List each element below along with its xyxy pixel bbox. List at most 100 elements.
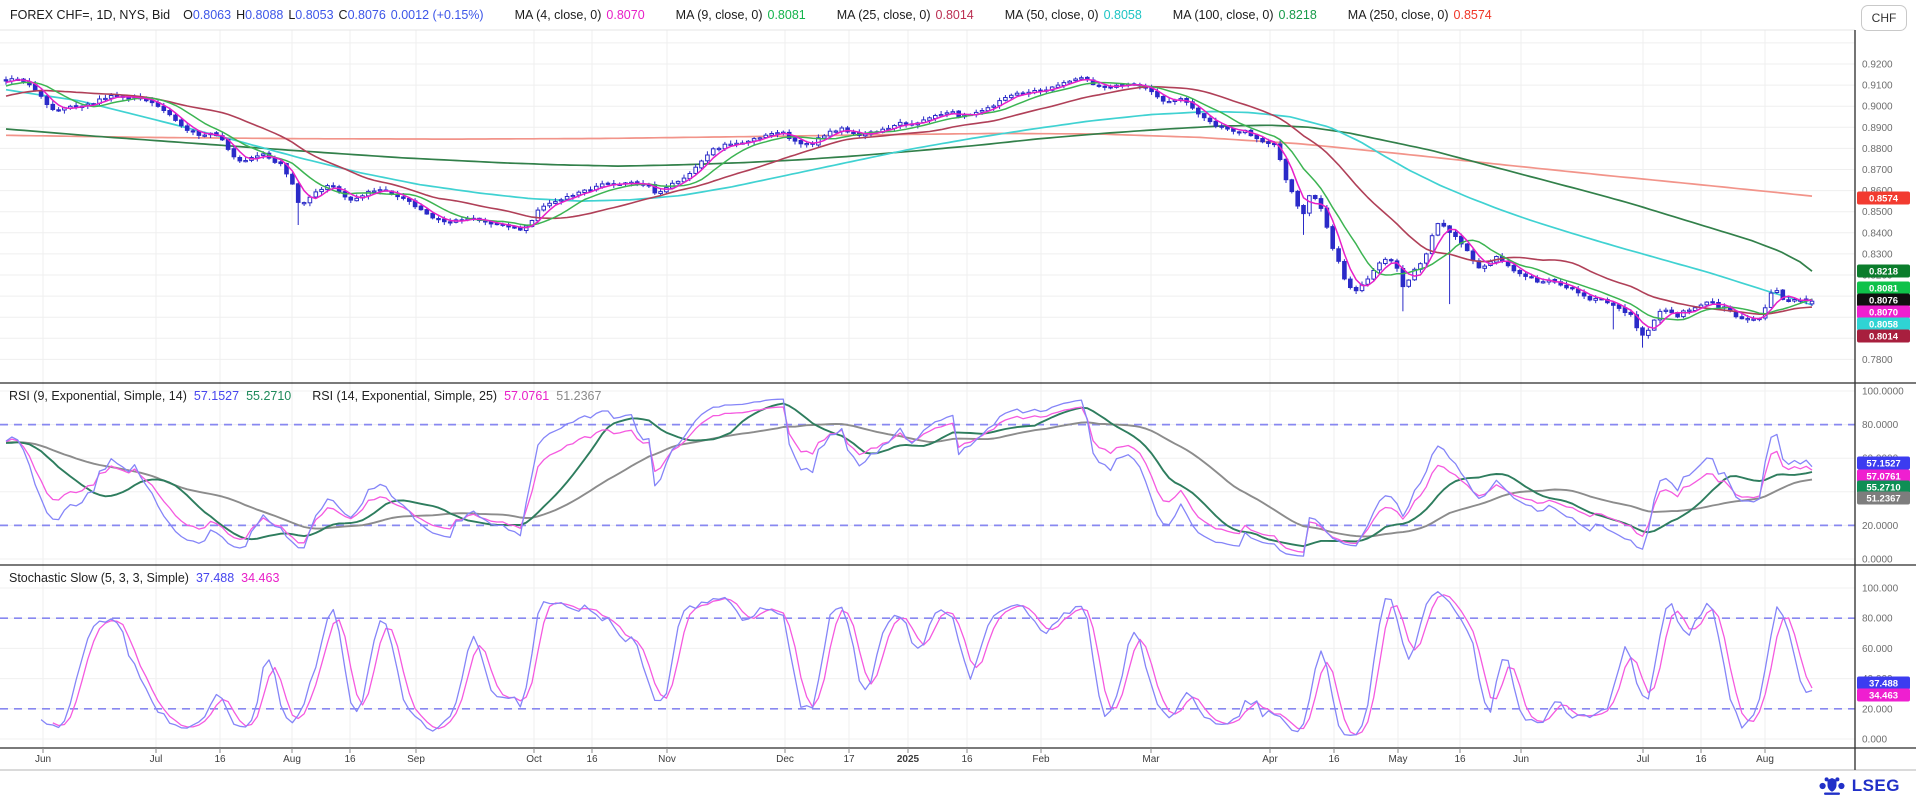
price-badge: 0.8058: [1869, 320, 1898, 331]
ohlc-close: C0.8076: [338, 8, 386, 22]
currency-chf-button[interactable]: CHF: [1861, 5, 1907, 31]
candle-body: [1657, 310, 1663, 321]
candle-body: [851, 131, 856, 135]
candle-body: [1640, 327, 1645, 336]
candle-body: [599, 183, 605, 188]
x-axis-label: Aug: [1756, 754, 1774, 765]
candle-body: [658, 191, 663, 195]
stoch-d-line: [52, 594, 1813, 736]
candle-body: [699, 160, 704, 169]
ma250-line: [5, 132, 1813, 197]
candle-body: [1160, 96, 1166, 102]
candle-body: [401, 196, 406, 199]
candle-body: [1611, 302, 1616, 306]
candle-body: [897, 121, 903, 126]
x-axis-label: Feb: [1032, 754, 1050, 765]
candle-body: [447, 221, 453, 224]
candle-body: [161, 105, 167, 111]
candle-body: [126, 97, 132, 100]
candle-body: [1388, 259, 1394, 262]
candle-body: [103, 97, 108, 101]
candle-body: [1289, 179, 1295, 193]
candle-body: [1371, 270, 1377, 280]
price-badge: 0.8218: [1869, 267, 1898, 278]
candle-body: [173, 114, 178, 121]
candle-body: [728, 143, 734, 146]
candle-body: [564, 196, 570, 200]
candle-body: [1400, 268, 1406, 288]
candle-body: [1412, 268, 1417, 281]
candle-body: [1219, 125, 1225, 128]
candle-body: [436, 218, 441, 221]
candle-body: [1009, 94, 1014, 99]
stoch-axis-label: 100.000: [1862, 584, 1899, 595]
stoch-axis-label: 0.000: [1862, 735, 1887, 746]
candle-body: [1517, 270, 1523, 275]
candle-body: [1733, 311, 1739, 318]
x-axis-label: 16: [344, 754, 356, 765]
candle-body: [1348, 278, 1353, 289]
ma100-legend-label: MA (100, close, 0): [1172, 8, 1274, 22]
candle-body: [1073, 78, 1078, 82]
rsi-axis-label: 20.0000: [1862, 521, 1899, 532]
rsi-axis-label: 0.0000: [1862, 555, 1893, 566]
candle-body: [547, 202, 552, 207]
candle-body: [775, 132, 780, 135]
candle-body: [1459, 235, 1464, 245]
fast-moving-averages: [5, 78, 1813, 330]
candle-body: [675, 180, 681, 184]
candle-body: [1774, 290, 1780, 294]
candle-body: [1377, 262, 1382, 271]
candle-body: [535, 209, 541, 222]
price-badge-bg: [1857, 191, 1910, 205]
x-axis-label: Mar: [1142, 754, 1160, 765]
candle-body: [757, 137, 763, 140]
candle-body: [1464, 243, 1470, 252]
ma50-legend-label: MA (50, close, 0): [1004, 8, 1099, 22]
candle-body: [348, 196, 354, 201]
price-axis-label: 0.8900: [1862, 123, 1893, 134]
candle-body: [243, 160, 248, 163]
rsi-pane-lines: [5, 398, 1813, 557]
x-axis-label: Oct: [526, 754, 542, 765]
price-axis-label: 0.8800: [1862, 144, 1893, 155]
ma4-legend-label: MA (4, close, 0): [514, 8, 602, 22]
ohlc-low: L0.8053: [288, 8, 334, 22]
candle-body: [38, 90, 44, 97]
candle-body: [1681, 310, 1686, 318]
candle-body: [1312, 195, 1318, 199]
rsi9-value: 57.1527: [193, 389, 240, 403]
price-badge-bg: [1857, 317, 1910, 331]
candle-body: [979, 110, 985, 113]
price-axis-label: 0.8700: [1862, 165, 1893, 176]
candle-body: [1453, 231, 1458, 238]
candle-body: [319, 188, 324, 193]
candle-body: [822, 135, 827, 139]
stoch-k-line: [40, 591, 1813, 736]
candle-body: [56, 109, 61, 112]
ma100-legend-value: 0.8218: [1278, 8, 1317, 22]
candle-body: [1692, 307, 1698, 312]
candle-body: [190, 130, 196, 133]
stoch-axis-label: 80.000: [1862, 614, 1893, 625]
ma4-legend-value: 0.8070: [606, 8, 645, 22]
price-axis-label: 0.9000: [1862, 102, 1893, 113]
candle-body: [792, 137, 798, 142]
candle-body: [1383, 258, 1388, 264]
candle-body: [144, 98, 149, 102]
candle-body: [1523, 273, 1528, 277]
x-axis-label: Sep: [407, 754, 425, 765]
candle-body: [114, 94, 120, 98]
rsi9-avg-value: 55.2710: [246, 389, 292, 403]
rsi-badge-bg: [1857, 456, 1910, 470]
rsi-badge: 57.0761: [1866, 472, 1901, 483]
price-badge-bg: [1857, 293, 1910, 307]
ohlc-open: O0.8063: [183, 8, 232, 22]
candle-body: [371, 190, 377, 193]
candle-body: [1196, 107, 1201, 115]
rsi-badge-bg: [1857, 469, 1910, 483]
candle-body: [1511, 264, 1517, 272]
price-axis-label: 0.9200: [1862, 60, 1893, 71]
